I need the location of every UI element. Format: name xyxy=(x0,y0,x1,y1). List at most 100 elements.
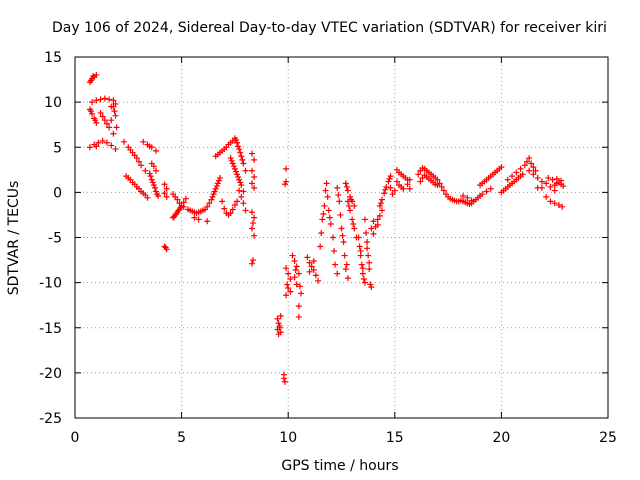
data-point xyxy=(334,270,341,277)
data-point xyxy=(381,190,388,197)
grid-lines xyxy=(75,57,608,418)
axis-ticks xyxy=(74,56,609,419)
data-point xyxy=(406,176,413,183)
data-point xyxy=(387,184,394,191)
data-point xyxy=(374,216,381,223)
data-point xyxy=(368,284,375,291)
data-point xyxy=(526,167,533,174)
data-point xyxy=(376,202,383,209)
data-point xyxy=(235,143,242,150)
data-point xyxy=(468,197,475,204)
data-point xyxy=(216,174,223,181)
data-point xyxy=(195,209,202,216)
data-point xyxy=(350,220,357,227)
data-point xyxy=(440,187,447,194)
data-point xyxy=(306,268,313,275)
x-tick-label: 15 xyxy=(386,430,404,446)
data-point xyxy=(500,187,507,194)
data-point xyxy=(332,261,339,268)
data-point xyxy=(504,176,511,183)
x-tick-label: 5 xyxy=(177,430,186,446)
data-point xyxy=(293,263,300,270)
data-point xyxy=(251,184,258,191)
data-point xyxy=(110,103,117,110)
data-point xyxy=(127,146,134,153)
data-point xyxy=(248,209,255,216)
data-point xyxy=(319,216,326,223)
data-point xyxy=(338,225,345,232)
data-point xyxy=(106,124,113,131)
data-point xyxy=(214,151,221,158)
data-point xyxy=(297,290,304,297)
data-point xyxy=(364,239,371,246)
data-point xyxy=(291,257,298,264)
data-point xyxy=(208,196,215,203)
data-point xyxy=(326,214,333,221)
data-point xyxy=(295,270,302,277)
data-point xyxy=(251,214,258,221)
data-point xyxy=(276,322,283,329)
data-point xyxy=(547,183,554,190)
data-point xyxy=(404,181,411,188)
data-point xyxy=(379,207,386,214)
data-point xyxy=(161,190,168,197)
data-point xyxy=(92,117,99,124)
data-point xyxy=(343,261,350,268)
data-point xyxy=(191,214,198,221)
data-point xyxy=(370,230,377,237)
data-point xyxy=(237,149,244,156)
data-point xyxy=(483,176,490,183)
data-point xyxy=(282,378,289,385)
data-point xyxy=(296,283,303,290)
data-point xyxy=(517,165,524,172)
x-tick-labels: 0 5 10 15 20 25 xyxy=(71,430,617,446)
data-point xyxy=(528,160,535,167)
data-point xyxy=(513,176,520,183)
data-point xyxy=(213,183,220,190)
data-point xyxy=(110,130,117,137)
data-point xyxy=(138,188,145,195)
data-point xyxy=(180,203,187,210)
data-point xyxy=(292,266,299,273)
data-point xyxy=(284,281,291,288)
data-point xyxy=(163,193,170,200)
data-point xyxy=(121,138,128,145)
data-point xyxy=(112,112,119,119)
data-point xyxy=(289,252,296,259)
data-point xyxy=(248,167,255,174)
data-point xyxy=(517,173,524,180)
data-point xyxy=(377,200,384,207)
data-point xyxy=(356,243,363,250)
y-tick-label: 10 xyxy=(44,95,62,111)
data-point xyxy=(187,207,194,214)
data-point xyxy=(348,196,355,203)
data-point xyxy=(357,248,364,255)
data-point xyxy=(238,193,245,200)
y-axis-label: SDTVAR / TECUs xyxy=(6,181,22,296)
data-point xyxy=(318,229,325,236)
data-point xyxy=(153,167,160,174)
data-point xyxy=(87,77,94,84)
data-point xyxy=(90,72,97,79)
data-point xyxy=(108,142,115,149)
data-point xyxy=(361,216,368,223)
data-point xyxy=(513,169,520,176)
data-point xyxy=(526,155,533,162)
data-point xyxy=(111,108,118,115)
data-point xyxy=(282,181,289,188)
data-point xyxy=(342,180,349,187)
data-point xyxy=(386,175,393,182)
data-point xyxy=(308,263,315,270)
data-point xyxy=(325,207,332,214)
data-point xyxy=(251,232,258,239)
data-point xyxy=(112,146,119,153)
data-point xyxy=(131,152,138,159)
chart-title: Day 106 of 2024, Sidereal Day-to-day VTE… xyxy=(52,20,607,36)
data-point xyxy=(146,170,153,177)
data-point xyxy=(93,97,100,104)
data-point xyxy=(530,171,537,178)
data-point xyxy=(367,281,374,288)
data-point xyxy=(129,179,136,186)
data-point xyxy=(248,225,255,232)
data-point xyxy=(361,279,368,286)
